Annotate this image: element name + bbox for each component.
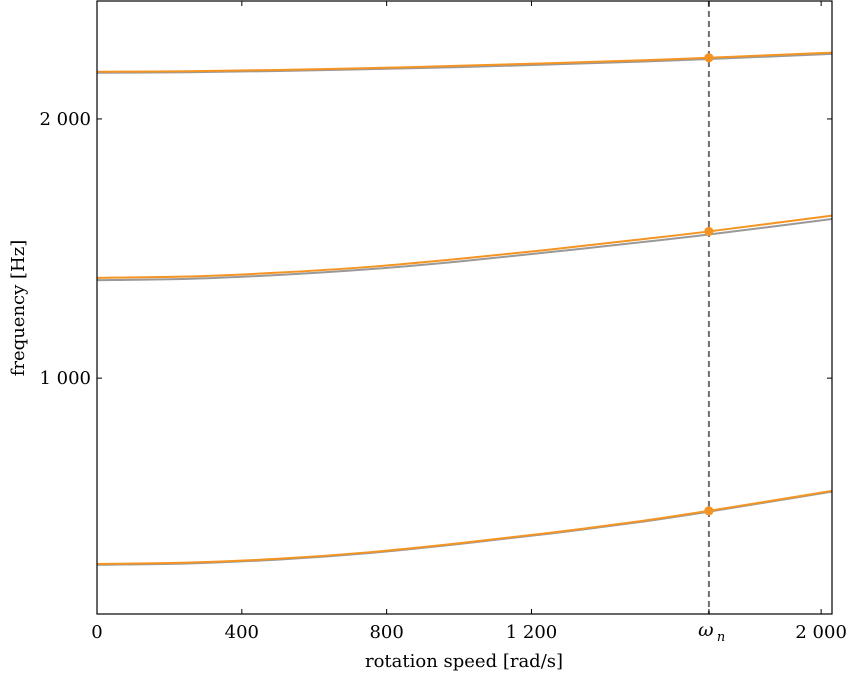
x-axis-label: rotation speed [rad/s] [365, 651, 563, 672]
series-line-3 [96, 217, 833, 282]
x-tick-label: 800 [369, 622, 403, 643]
series-line-1 [96, 490, 833, 566]
x-tick-label-omega: ω [698, 619, 714, 641]
x-tick-label-omega-sub: n [717, 630, 725, 645]
y-axis-label: frequency [Hz] [8, 240, 29, 376]
marker-point-1 [704, 506, 714, 516]
series-lines [96, 51, 833, 566]
marker-point-2 [704, 226, 714, 237]
y-tick-label: 1 000 [39, 368, 91, 389]
x-tick-label: 0 [91, 622, 102, 643]
x-axis-ticks: 0 400 800 1 200 2 000 ω n [91, 1, 847, 645]
series-line-4 [96, 214, 833, 279]
y-axis-ticks: 1 000 2 000 [39, 109, 832, 389]
y-tick-label: 2 000 [39, 109, 91, 130]
x-tick-label: 1 200 [506, 622, 558, 643]
series-line-6 [96, 51, 833, 73]
series-line-5 [96, 52, 833, 74]
x-tick-label: 2 000 [795, 622, 847, 643]
markers [704, 53, 714, 516]
marker-point-3 [704, 53, 714, 63]
plot-frame [96, 0, 833, 615]
x-tick-label: 400 [225, 622, 259, 643]
series-line-2 [96, 489, 833, 565]
